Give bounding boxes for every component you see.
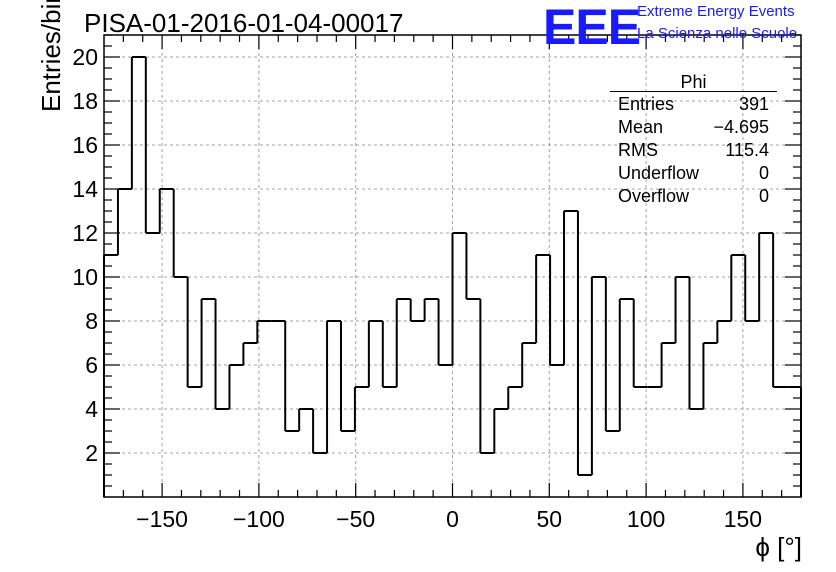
x-tick-label: 0 <box>446 506 459 532</box>
stats-row: RMS 115.4 <box>610 138 777 161</box>
logo-line-1: Extreme Energy Events <box>637 3 795 20</box>
stats-value: 115.4 <box>725 140 769 160</box>
stats-row: Overflow 0 <box>610 184 777 207</box>
stats-value: 0 <box>758 186 769 206</box>
stats-row: Entries 391 <box>610 92 777 115</box>
stats-row: Mean −4.695 <box>610 115 777 138</box>
y-tick-label: 4 <box>85 396 98 422</box>
x-tick-label: 150 <box>724 506 762 532</box>
stats-box: Phi Entries 391 Mean −4.695 RMS 115.4 Un… <box>610 73 777 207</box>
y-tick-label: 12 <box>72 220 98 246</box>
y-tick-label: 14 <box>72 176 98 202</box>
y-tick-label: 20 <box>72 44 98 70</box>
stats-label: Underflow <box>618 163 700 183</box>
x-tick-label: −50 <box>336 506 375 532</box>
logo-line-2: La Scienza nelle Scuole <box>637 25 798 42</box>
axis-ticks <box>104 34 801 497</box>
x-tick-label: −150 <box>136 506 188 532</box>
y-axis-label: Entries/bin <box>36 0 66 112</box>
x-tick-label: 100 <box>627 506 665 532</box>
stats-row: Underflow 0 <box>610 161 777 184</box>
x-axis-label: ϕ [°] <box>755 532 802 562</box>
stats-title: Phi <box>610 73 777 92</box>
stats-label: Entries <box>618 94 675 114</box>
y-tick-label: 6 <box>85 352 98 378</box>
y-tick-label: 2 <box>85 440 98 466</box>
x-tick-label: −100 <box>233 506 285 532</box>
stats-value: 391 <box>738 94 769 114</box>
histogram-bars <box>103 56 802 497</box>
stats-label: Overflow <box>618 186 690 206</box>
stats-value: −4.695 <box>713 117 769 137</box>
y-tick-label: 16 <box>72 132 98 158</box>
y-tick-label: 8 <box>85 308 98 334</box>
stats-value: 0 <box>758 163 769 183</box>
chart-title: PISA-01-2016-01-04-00017 <box>84 8 404 38</box>
tick-labels: −150 −100 −50 0 50 100 150 2 4 6 8 10 12 14 16 18 20 <box>72 44 762 532</box>
y-tick-label: 18 <box>72 88 98 114</box>
x-tick-label: 50 <box>537 506 563 532</box>
stats-label: Mean <box>618 117 664 137</box>
y-tick-label: 10 <box>72 264 98 290</box>
eee-logo: EEE <box>543 0 641 55</box>
stats-label: RMS <box>618 140 658 160</box>
